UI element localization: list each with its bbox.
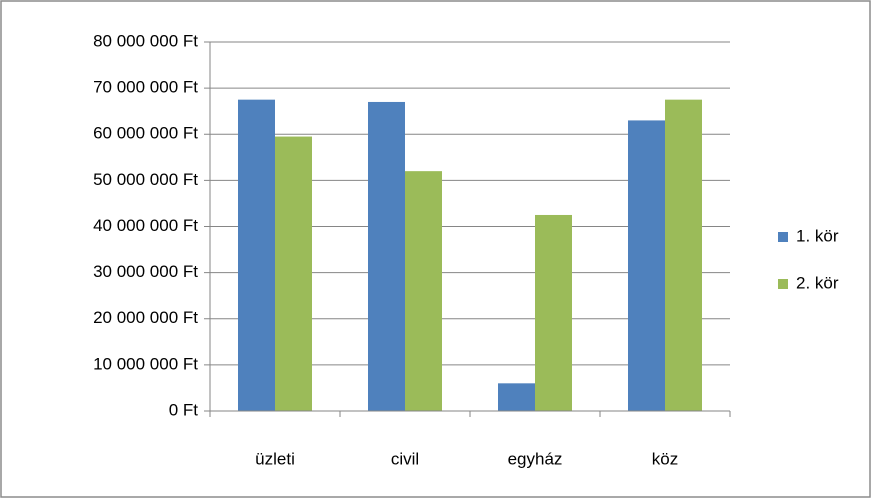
y-tick-label: 40 000 000 Ft [93,216,198,235]
bar [405,171,442,411]
x-tick-label: köz [652,449,678,468]
legend-swatch [778,279,788,289]
x-tick-label: egyház [508,449,563,468]
legend-label: 1. kör [796,226,839,245]
bar [498,383,535,411]
y-tick-label: 60 000 000 Ft [93,124,198,143]
legend-swatch [778,232,788,242]
legend-label: 2. kör [796,273,839,292]
y-tick-label: 10 000 000 Ft [93,354,198,373]
y-tick-label: 80 000 000 Ft [93,31,198,50]
bar [665,99,702,411]
x-tick-label: civil [391,449,419,468]
bar [628,120,665,411]
y-tick-label: 0 Ft [169,400,199,419]
bar [275,136,312,411]
y-tick-label: 70 000 000 Ft [93,78,198,97]
y-tick-label: 50 000 000 Ft [93,170,198,189]
bar [535,214,572,411]
y-tick-label: 20 000 000 Ft [93,308,198,327]
bar [238,99,275,411]
y-tick-label: 30 000 000 Ft [93,262,198,281]
bar [368,101,405,412]
x-tick-label: üzleti [255,449,295,468]
